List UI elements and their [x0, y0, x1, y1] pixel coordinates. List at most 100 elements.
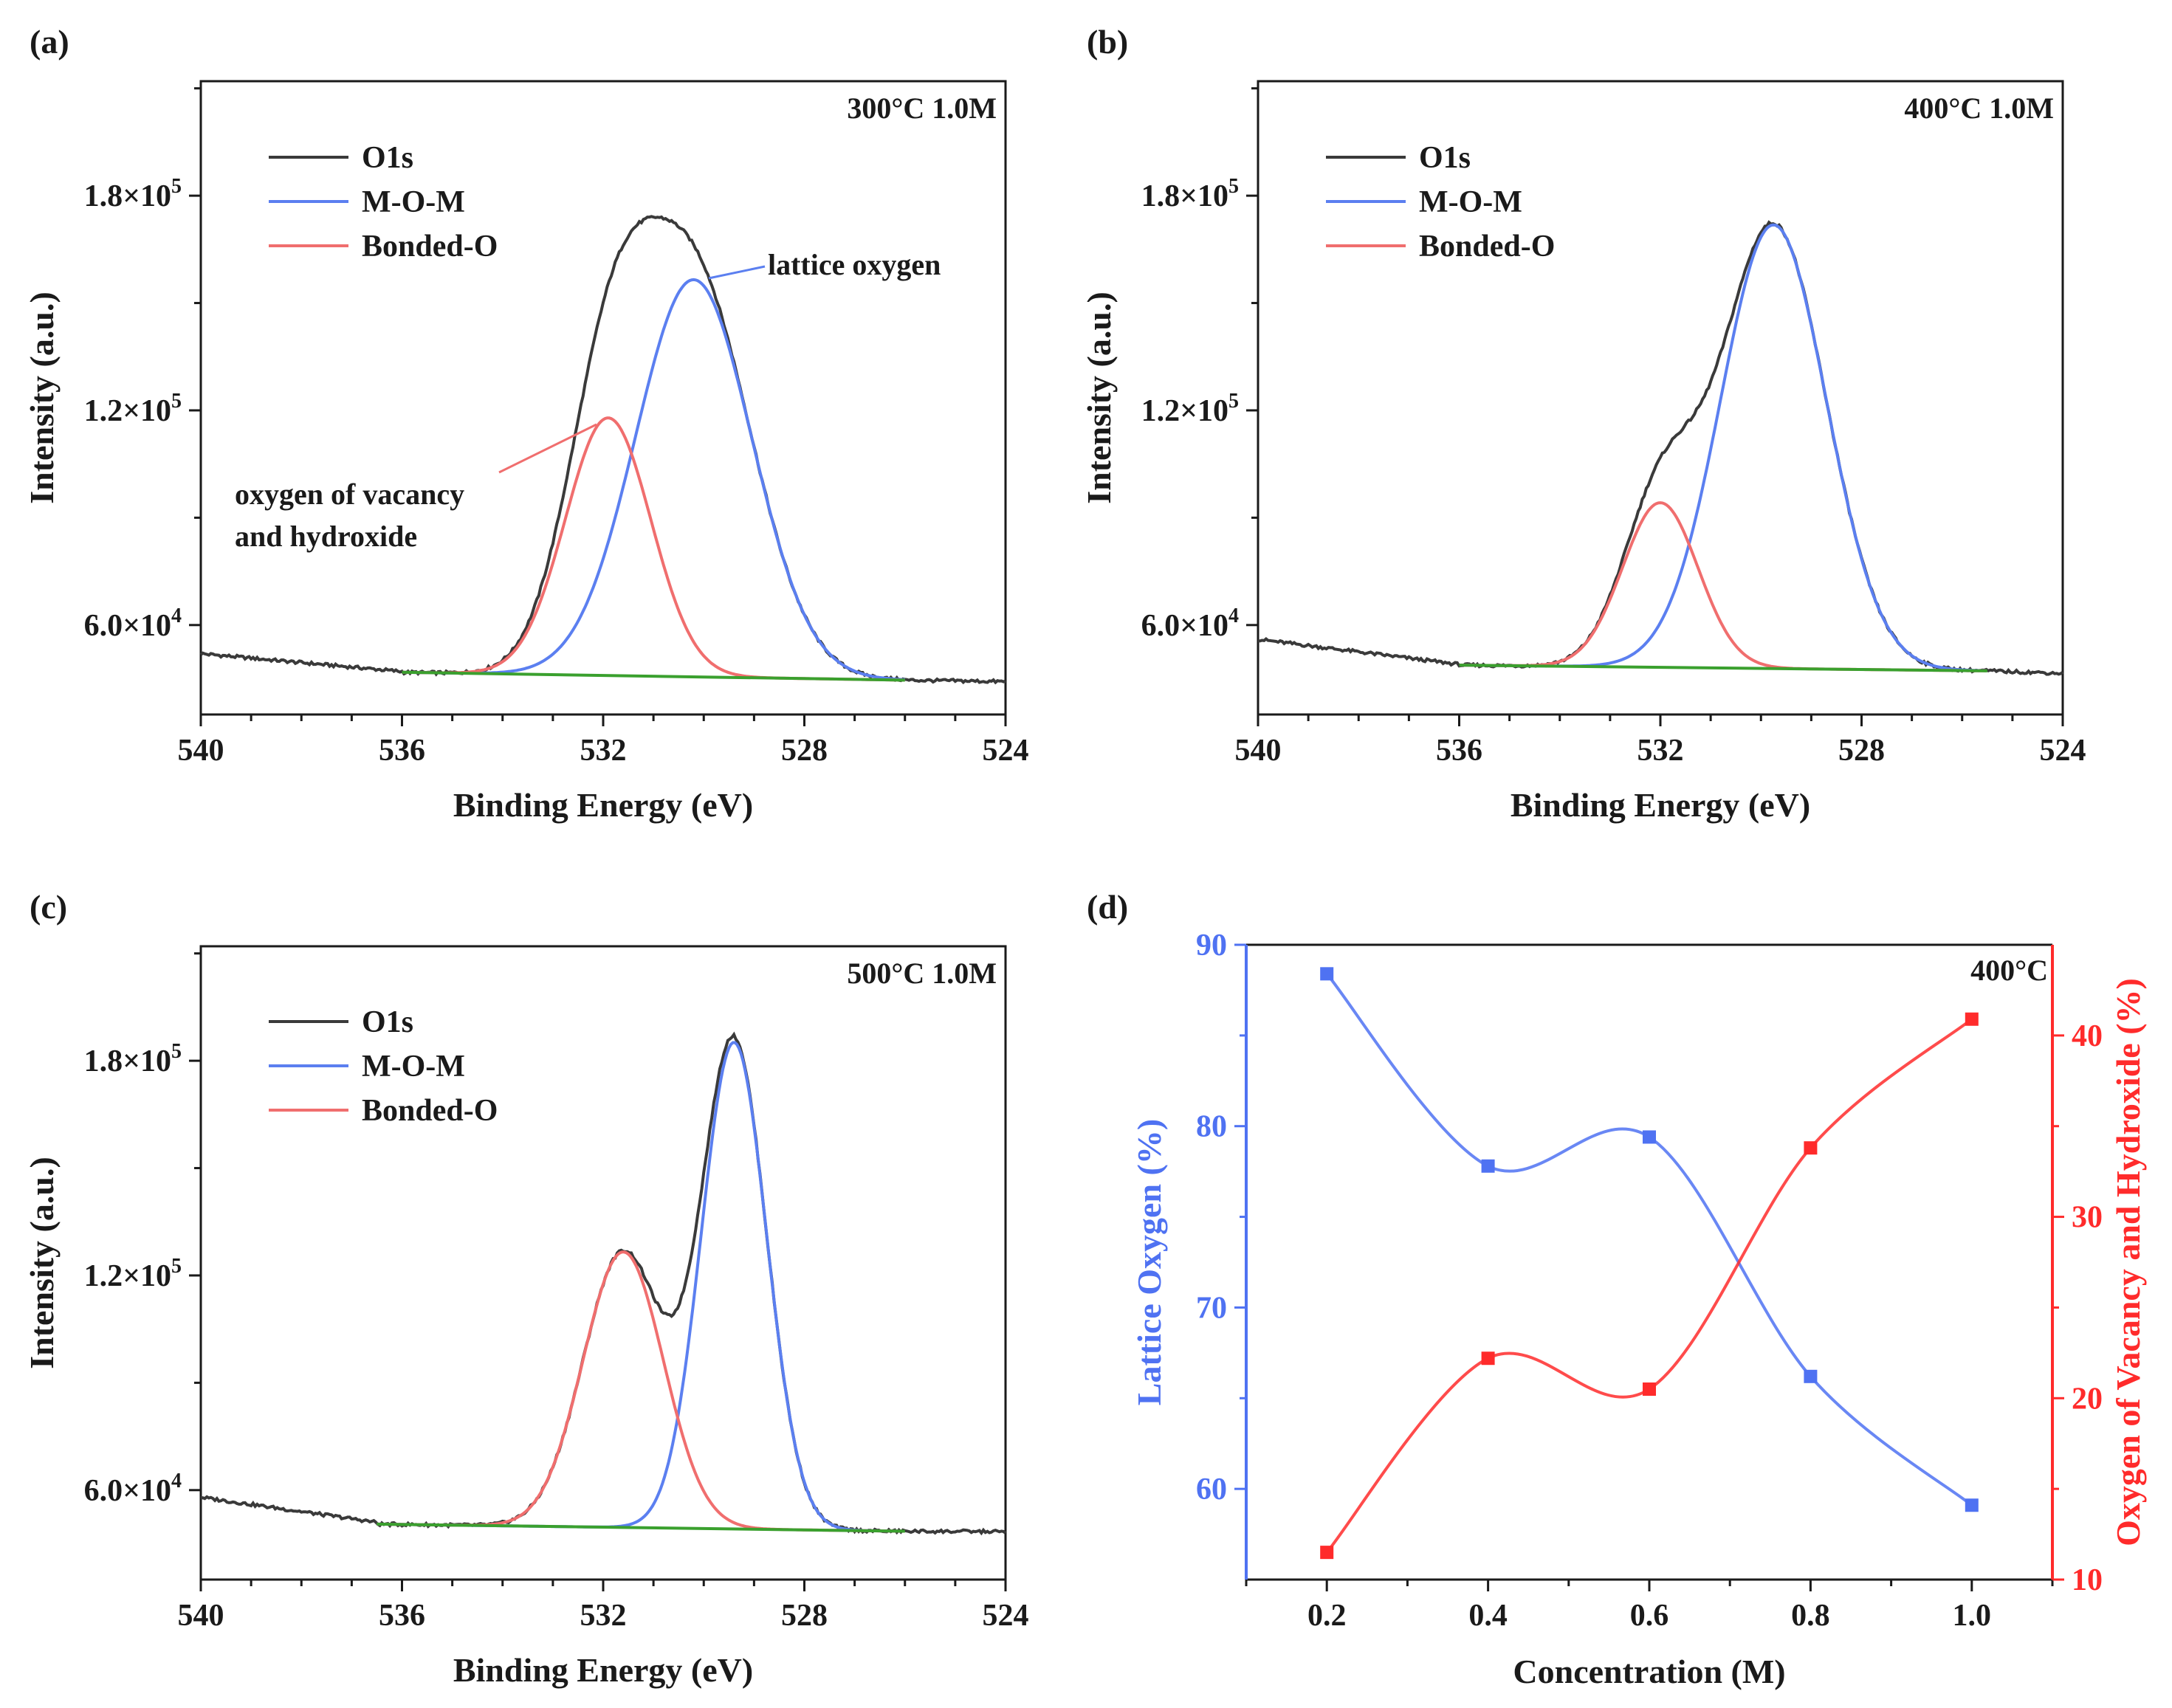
right-y-tick-label: 20	[2072, 1382, 2103, 1416]
m-o-m-fit-line	[402, 278, 905, 681]
background-baseline	[402, 670, 905, 682]
y-tick-label: 6.0×104	[1141, 605, 1239, 643]
plot-frame	[199, 80, 1007, 716]
y-tick-mantissa: 1.2×10	[84, 394, 171, 428]
panel-a-o1s-300c: (a)540 536 532 528 5246.0×1041.2×1051.8×105B…	[23, 23, 1029, 824]
condition-label: 500°C 1.0M	[847, 957, 997, 990]
lattice-oxygen-point	[1481, 1159, 1495, 1173]
x-tick-label: 536	[379, 734, 425, 768]
panel-label: (b)	[1087, 23, 1128, 61]
legend-m-o-m-label: M-O-M	[362, 1050, 465, 1084]
left-y-axis-title: Lattice Oxygen (%)	[1130, 1119, 1168, 1405]
bonded-o-fit-line	[402, 416, 905, 682]
legend-m-o-m-label: M-O-M	[362, 185, 465, 219]
left-y-tick-label: 80	[1196, 1110, 1227, 1144]
vacancy-hydroxide-line	[1325, 1018, 1973, 1554]
background-baseline	[1459, 664, 1987, 672]
lattice-oxygen-pointer	[708, 265, 766, 280]
right-y-tick-label: 30	[2072, 1201, 2103, 1235]
vacancy-annotation-line2: and hydroxide	[235, 520, 417, 553]
y-tick-exponent: 4	[1228, 605, 1239, 627]
lattice-oxygen-annotation: lattice oxygen	[768, 248, 941, 281]
right-y-tick-label: 10	[2072, 1563, 2103, 1597]
lattice-oxygen-point	[1643, 1130, 1656, 1144]
y-tick-exponent: 4	[171, 1470, 182, 1492]
legend-bonded-o-label: Bonded-O	[362, 230, 498, 264]
panel-label: (a)	[30, 23, 69, 61]
condition-label: 300°C 1.0M	[847, 92, 997, 125]
panel-label: (c)	[30, 888, 67, 926]
bonded-o-fit-line	[377, 1250, 904, 1533]
vacancy-hydroxide-point	[1643, 1382, 1656, 1396]
x-axis-title: Binding Energy (eV)	[1511, 786, 1810, 824]
legend-o1s-label: O1s	[1419, 141, 1471, 175]
vacancy-hydroxide-point	[1481, 1351, 1495, 1366]
legend-o1s-label: O1s	[362, 141, 413, 175]
vacancy-hydroxide-point	[1804, 1141, 1818, 1155]
y-tick-exponent: 5	[171, 1040, 182, 1063]
y-tick-exponent: 5	[171, 1255, 182, 1278]
x-tick-label: 540	[178, 734, 224, 768]
x-axis-title: Binding Energy (eV)	[453, 1651, 753, 1689]
y-axis-title: Intensity (a.u.)	[1080, 292, 1118, 504]
right-y-axis-title: Oxygen of Vacancy and Hydroxide (%)	[2109, 978, 2147, 1546]
x-axis-title: Concentration (M)	[1513, 1653, 1785, 1690]
y-tick-label: 1.8×105	[84, 1040, 182, 1078]
y-tick-mantissa: 1.2×10	[1141, 394, 1228, 428]
x-tick-label: 532	[1637, 734, 1684, 768]
y-axis-title: Intensity (a.u.)	[23, 292, 61, 504]
legend-bonded-o-label: Bonded-O	[1419, 230, 1555, 264]
x-tick-label: 524	[2040, 734, 2086, 768]
x-tick-label: 536	[1436, 734, 1482, 768]
y-tick-label: 1.8×105	[1141, 175, 1239, 213]
y-tick-mantissa: 6.0×10	[84, 1474, 171, 1508]
x-axis-title: Binding Energy (eV)	[453, 786, 753, 824]
vacancy-hydroxide-point	[1320, 1546, 1334, 1560]
vacancy-annotation-line1: oxygen of vacancy	[235, 478, 464, 511]
x-tick-label: 540	[178, 1599, 224, 1633]
y-tick-label: 6.0×104	[84, 605, 182, 643]
vacancy-hydroxide-point	[1965, 1012, 1979, 1026]
left-y-tick-label: 70	[1196, 1291, 1227, 1325]
x-tick-label: 0.2	[1307, 1599, 1347, 1633]
y-tick-label: 6.0×104	[84, 1470, 182, 1508]
y-tick-mantissa: 1.2×10	[84, 1259, 171, 1293]
y-tick-exponent: 5	[171, 390, 182, 413]
left-y-tick-label: 90	[1196, 929, 1227, 963]
x-tick-label: 532	[580, 734, 627, 768]
x-tick-label: 528	[781, 734, 828, 768]
bonded-o-fit-line	[1459, 501, 1987, 672]
y-tick-exponent: 5	[1228, 390, 1239, 413]
legend-bonded-o-label: Bonded-O	[362, 1094, 498, 1128]
condition-label: 400°C	[1970, 954, 2048, 987]
background-baseline	[377, 1522, 905, 1533]
y-axis-title: Intensity (a.u.)	[23, 1157, 61, 1369]
x-tick-label: 532	[580, 1599, 627, 1633]
x-tick-label: 528	[1838, 734, 1885, 768]
panel-d-oxygen-vs-concentration: (d) 0.2 0.4 0.6 0.8 1.0 60 70 80 90 10 20 30 40 Concen…	[1087, 888, 2147, 1690]
panel-b-o1s-400c: (b) 540 536 532 528 524 6.0×104 1.2×105 1.8×105 B…	[1080, 23, 2086, 824]
x-tick-label: 1.0	[1953, 1599, 1992, 1633]
legend-o1s-label: O1s	[362, 1005, 413, 1039]
lattice-oxygen-point	[1804, 1369, 1818, 1383]
o1s-spectrum-line	[199, 215, 1006, 685]
plot-frame	[199, 945, 1007, 1581]
x-tick-label: 0.4	[1468, 1599, 1508, 1633]
legend-m-o-m-label: M-O-M	[1419, 185, 1522, 219]
x-tick-label: 0.6	[1630, 1599, 1669, 1633]
lattice-oxygen-point	[1320, 967, 1334, 981]
y-tick-exponent: 4	[171, 605, 182, 627]
x-tick-label: 0.8	[1791, 1599, 1830, 1633]
y-tick-exponent: 5	[171, 175, 182, 198]
x-tick-label: 540	[1235, 734, 1282, 768]
left-y-tick-label: 60	[1196, 1473, 1227, 1506]
x-tick-label: 524	[983, 1599, 1029, 1633]
vacancy-pointer	[498, 423, 597, 474]
right-y-tick-label: 40	[2072, 1019, 2103, 1053]
y-tick-mantissa: 1.8×10	[84, 179, 171, 213]
o1s-spectrum-line	[1257, 220, 2064, 676]
y-tick-label: 1.2×105	[84, 1255, 182, 1293]
lattice-oxygen-line	[1325, 973, 1973, 1506]
y-tick-mantissa: 1.8×10	[1141, 179, 1228, 213]
